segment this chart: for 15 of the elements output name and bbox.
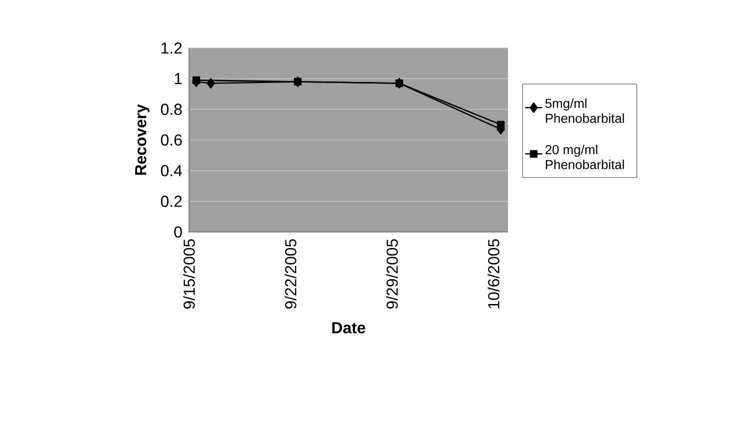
legend-label: 5mg/ml Phenobarbital: [545, 98, 624, 123]
x-tick-label: 9/29/2005: [386, 239, 398, 309]
y-axis-title: Recovery: [135, 104, 150, 175]
legend-label: 20 mg/ml Phenobarbital: [546, 144, 624, 170]
y-tick-label: 0.4: [160, 165, 182, 176]
y-tick-label: 0.8: [160, 104, 182, 115]
y-tick-label: 1.2: [162, 42, 182, 54]
x-tick-label: 9/15/2005: [183, 239, 195, 309]
y-tick-label: 0.6: [160, 134, 182, 146]
x-tick-label: 9/22/2005: [284, 239, 296, 309]
x-axis-title: Date: [332, 322, 366, 334]
y-tick-label: 0.2: [160, 196, 182, 207]
y-tick-label: 1: [174, 73, 182, 84]
x-tick-label: 10/6/2005: [488, 239, 500, 308]
y-tick-label: 0: [174, 226, 182, 238]
